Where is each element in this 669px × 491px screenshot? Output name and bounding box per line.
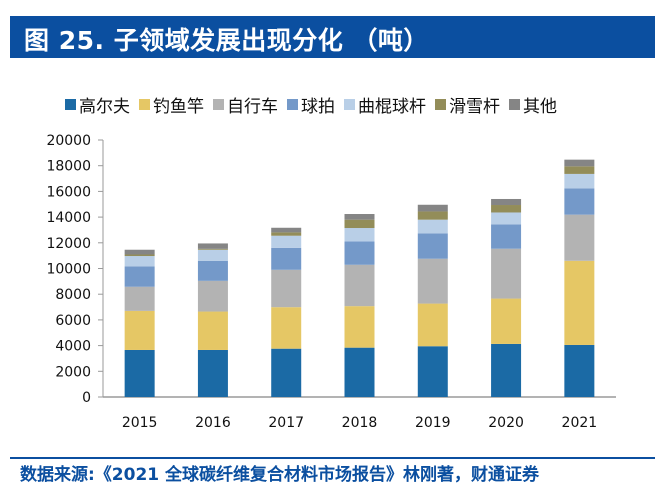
figure-title-bar: 图 25. 子领域发展出现分化 （吨） <box>10 16 655 58</box>
bar-segment-2-4 <box>271 235 302 248</box>
footer-divider <box>10 457 655 459</box>
bar-segment-3-2 <box>344 264 375 307</box>
legend-label: 球拍 <box>301 96 335 117</box>
bar-segment-2-0 <box>271 348 302 397</box>
x-tick-label: 2020 <box>488 415 524 431</box>
bar-segment-1-4 <box>197 249 228 261</box>
bar-segment-4-1 <box>417 303 448 347</box>
y-tick-label: 12000 <box>46 236 91 252</box>
x-tick-label: 2015 <box>122 415 158 431</box>
bar-segment-2-5 <box>271 232 302 236</box>
bar-segment-5-6 <box>491 198 522 206</box>
axis-labels: 0 2000 4000 6000 8000 10000 12000 14000 16000 180… <box>46 133 597 431</box>
bar-segment-1-3 <box>197 260 228 281</box>
legend-item: 自行车 <box>213 92 278 117</box>
bar-segment-6-6 <box>564 159 595 167</box>
bar-segment-3-3 <box>344 241 375 265</box>
legend-item: 钓鱼竿 <box>139 92 204 117</box>
data-source-note: 数据来源:《2021 全球碳纤维复合材料市场报告》林刚著，财通证券 <box>20 465 540 485</box>
bar-segment-1-0 <box>197 349 228 397</box>
legend-swatch <box>213 98 224 110</box>
legend-label: 滑雪杆 <box>449 96 500 117</box>
bar-segment-2-3 <box>271 247 302 270</box>
x-tick-label: 2017 <box>268 415 304 431</box>
y-tick-label: 8000 <box>55 287 91 303</box>
bar-segment-1-6 <box>197 243 228 249</box>
bar-segment-1-2 <box>197 280 228 312</box>
bar-segment-2-6 <box>271 227 302 233</box>
x-tick-label: 2016 <box>195 415 231 431</box>
y-tick-label: 2000 <box>55 364 91 380</box>
bar-segment-4-6 <box>417 204 448 212</box>
bar-segment-4-3 <box>417 233 448 259</box>
bar-segment-0-2 <box>124 286 155 311</box>
bar-segment-0-0 <box>124 349 155 397</box>
bar-segment-3-1 <box>344 306 375 348</box>
legend-item: 曲棍球杆 <box>344 92 426 117</box>
bar-segment-5-5 <box>491 205 522 213</box>
bar-segment-1-5 <box>197 248 228 250</box>
bar-segment-5-0 <box>491 343 522 397</box>
legend-label: 钓鱼竿 <box>153 96 204 117</box>
figure-title: 图 25. 子领域发展出现分化 （吨） <box>24 26 429 55</box>
bar-segment-3-5 <box>344 219 375 229</box>
chart-legend: 高尔夫 钓鱼竿 自行车 球拍 曲棍球杆 滑雪杆 其他 <box>65 91 566 117</box>
bar-segment-0-1 <box>124 310 155 350</box>
bar-segment-6-4 <box>564 173 595 189</box>
y-tick-label: 20000 <box>46 133 91 149</box>
bar-segment-0-4 <box>124 256 155 267</box>
y-tick-label: 6000 <box>55 313 91 329</box>
legend-swatch <box>344 98 355 110</box>
x-tick-label: 2019 <box>415 415 451 431</box>
bar-segment-4-2 <box>417 258 448 304</box>
legend-label: 自行车 <box>227 96 278 117</box>
bar-segment-5-3 <box>491 224 522 249</box>
legend-label: 高尔夫 <box>79 96 130 117</box>
bar-segment-0-5 <box>124 254 155 257</box>
y-tick-label: 10000 <box>46 262 91 278</box>
x-tick-label: 2018 <box>342 415 378 431</box>
legend-item: 其他 <box>509 92 557 117</box>
x-tick-label: 2021 <box>562 415 598 431</box>
y-tick-label: 16000 <box>46 184 91 200</box>
y-tick-label: 14000 <box>46 210 91 226</box>
bar-segment-0-6 <box>124 249 155 255</box>
bar-segment-6-2 <box>564 214 595 261</box>
bar-segment-3-0 <box>344 347 375 397</box>
bar-segment-4-0 <box>417 346 448 397</box>
legend-item: 滑雪杆 <box>435 92 500 117</box>
bar-segment-5-1 <box>491 298 522 344</box>
bar-segment-6-1 <box>564 260 595 345</box>
legend-swatch <box>139 98 150 110</box>
bar-segment-1-1 <box>197 311 228 350</box>
legend-swatch <box>65 98 76 110</box>
bar-segment-2-1 <box>271 307 302 349</box>
y-tick-label: 0 <box>82 390 91 406</box>
legend-swatch <box>287 98 298 110</box>
bars <box>124 159 595 397</box>
bar-segment-4-4 <box>417 219 448 234</box>
bar-segment-5-4 <box>491 212 522 225</box>
bar-segment-6-5 <box>564 166 595 174</box>
bar-segment-3-4 <box>344 228 375 242</box>
legend-swatch <box>435 98 446 110</box>
legend-swatch <box>509 98 520 110</box>
bar-segment-5-2 <box>491 248 522 299</box>
y-tick-label: 18000 <box>46 159 91 175</box>
bar-segment-6-0 <box>564 344 595 397</box>
legend-item: 球拍 <box>287 92 335 117</box>
legend-item: 高尔夫 <box>65 92 130 117</box>
legend-label: 其他 <box>523 96 557 117</box>
bar-segment-4-5 <box>417 211 448 220</box>
bar-segment-6-3 <box>564 188 595 215</box>
bar-segment-2-2 <box>271 269 302 308</box>
bar-segment-3-6 <box>344 214 375 220</box>
legend-label: 曲棍球杆 <box>358 96 426 117</box>
bar-segment-0-3 <box>124 266 155 287</box>
y-tick-label: 4000 <box>55 339 91 355</box>
